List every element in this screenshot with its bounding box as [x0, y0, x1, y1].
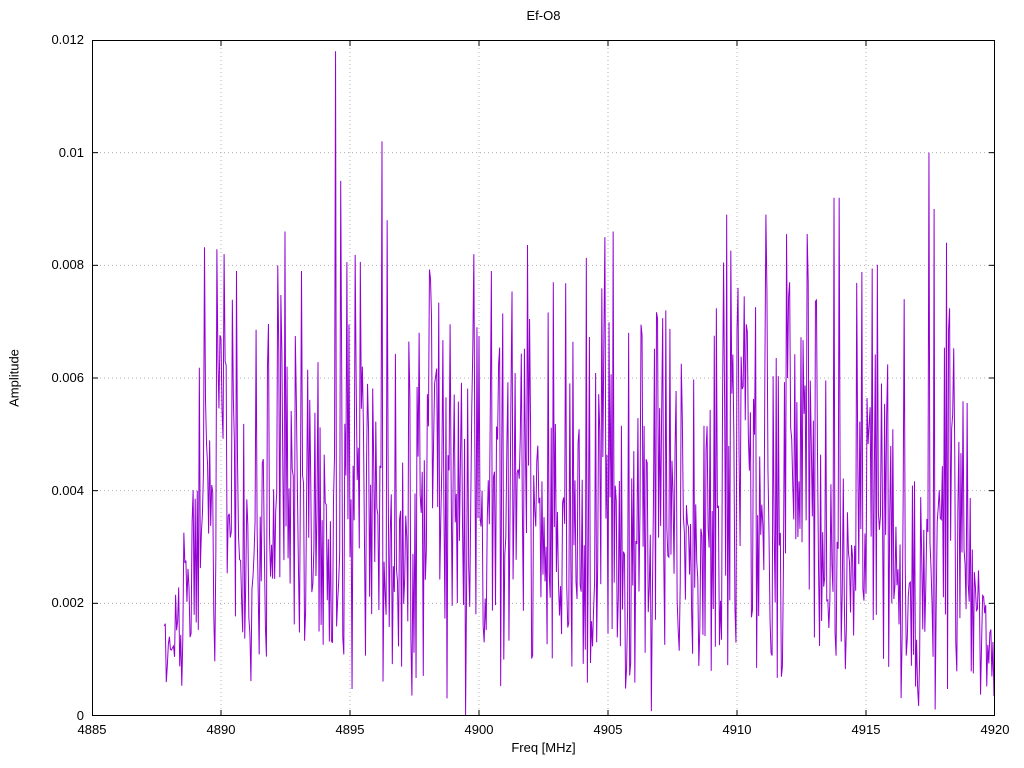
- spectrum-plot: [92, 40, 995, 716]
- x-tick-label: 4910: [722, 722, 752, 737]
- y-tick-label: 0.008: [51, 257, 84, 273]
- x-tick-label: 4915: [851, 722, 881, 737]
- y-tick-label: 0.004: [51, 482, 84, 498]
- x-tick-label: 4895: [335, 722, 365, 737]
- x-tick-label: 4900: [464, 722, 494, 737]
- x-tick-label: 4920: [980, 722, 1010, 737]
- y-tick-label: 0.01: [58, 144, 84, 160]
- x-tick-label: 4890: [206, 722, 236, 737]
- y-tick-label: 0.002: [51, 595, 84, 611]
- x-tick-label: 4885: [77, 722, 107, 737]
- chart-title: Ef-O8: [526, 8, 561, 23]
- x-tick-label: 4905: [593, 722, 623, 737]
- y-tick-label: 0: [76, 708, 84, 723]
- y-tick-label: 0.006: [51, 370, 84, 385]
- x-axis-title: Freq [MHz]: [511, 740, 576, 755]
- y-tick-label: 0.012: [51, 32, 84, 47]
- plot-area: [92, 40, 995, 716]
